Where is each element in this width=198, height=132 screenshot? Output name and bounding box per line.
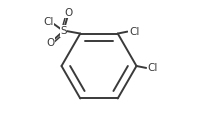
Text: O: O bbox=[46, 38, 55, 48]
Text: O: O bbox=[65, 8, 73, 18]
Text: S: S bbox=[60, 26, 67, 36]
Text: Cl: Cl bbox=[148, 63, 158, 73]
Text: Cl: Cl bbox=[129, 27, 139, 37]
Text: Cl: Cl bbox=[43, 17, 54, 27]
